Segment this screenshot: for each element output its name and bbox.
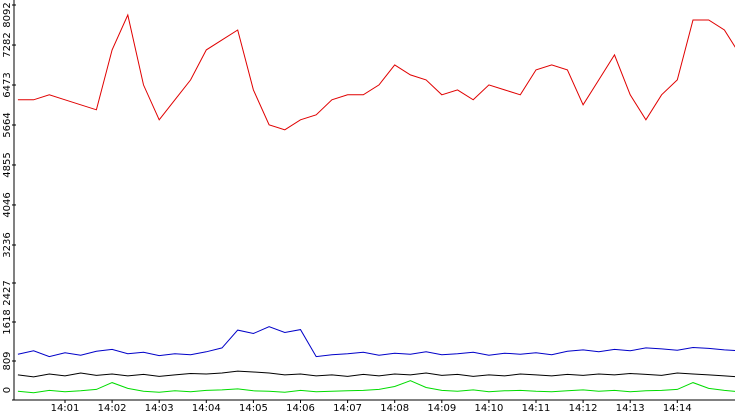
series-line xyxy=(17,380,735,394)
y-tick-label: 1618 xyxy=(2,309,13,334)
y-tick-label: 7282 xyxy=(2,32,13,57)
x-tick-label: 14:07 xyxy=(333,403,362,414)
series-line xyxy=(17,370,735,378)
x-tick-label: 14:03 xyxy=(145,403,174,414)
x-tick-label: 14:12 xyxy=(569,403,598,414)
x-tick-label: 14:10 xyxy=(474,403,503,414)
y-tick-label: 3236 xyxy=(2,232,13,257)
x-tick-label: 14:04 xyxy=(192,403,221,414)
x-tick-label: 14:02 xyxy=(98,403,127,414)
x-tick-label: 14:09 xyxy=(427,403,456,414)
y-tick-label: 2427 xyxy=(2,280,13,305)
x-tick-label: 14:11 xyxy=(522,403,551,414)
y-tick-label: 4046 xyxy=(2,192,13,217)
x-tick-label: 14:14 xyxy=(663,403,692,414)
x-tick-label: 14:13 xyxy=(616,403,645,414)
series-line xyxy=(17,13,735,131)
y-tick-label: 0 xyxy=(2,387,13,393)
x-tick-label: 14:05 xyxy=(239,403,268,414)
y-tick-label: 809 xyxy=(2,351,13,370)
y-tick-label: 4855 xyxy=(2,152,13,177)
y-tick-label: 6473 xyxy=(2,72,13,97)
y-tick-label: 5664 xyxy=(2,112,13,137)
y-tick-label: 8092 xyxy=(2,2,13,27)
x-tick-label: 14:06 xyxy=(286,403,315,414)
x-tick-label: 14:08 xyxy=(380,403,409,414)
x-tick-label: 14:01 xyxy=(51,403,80,414)
series-line xyxy=(17,326,735,358)
